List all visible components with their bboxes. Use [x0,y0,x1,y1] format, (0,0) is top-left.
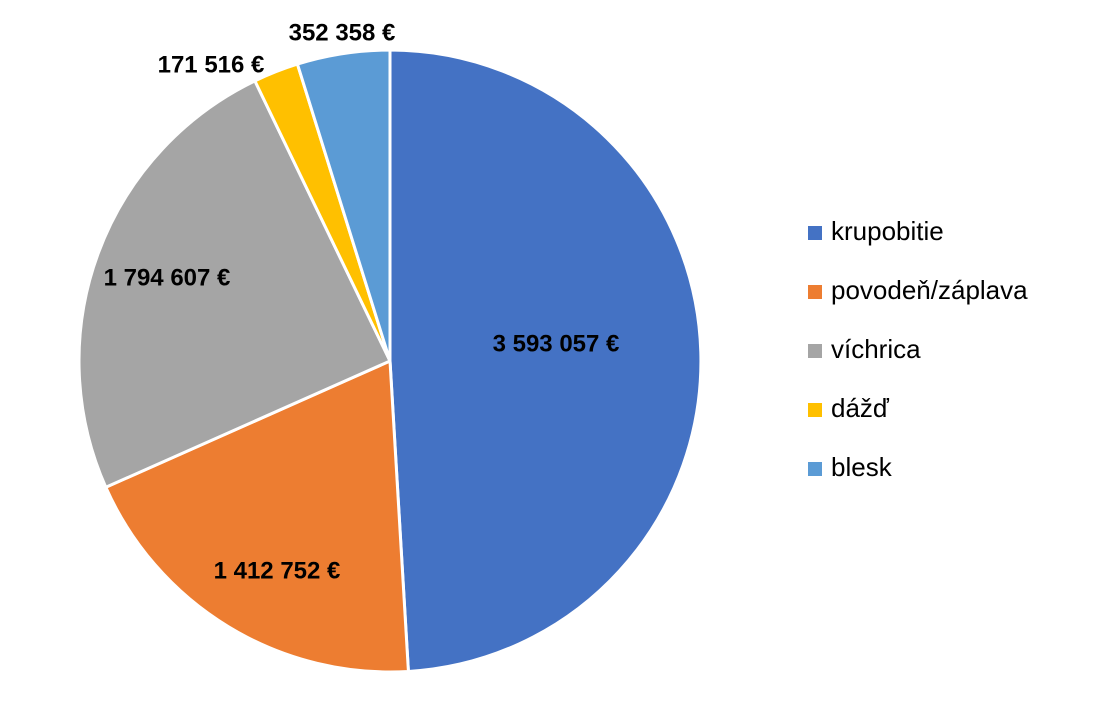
legend-swatch-5 [808,462,822,476]
legend-swatch-1 [808,226,822,240]
pie-slice-3 [77,79,392,489]
data-label-5: 352 358 € [289,19,396,46]
pie-slice-5 [295,48,392,363]
legend-swatch-4 [808,403,822,417]
legend-label-4: dážď [831,393,890,423]
data-label-3: 1 794 607 € [104,264,231,291]
legend-swatch-2 [808,285,822,299]
legend-label-3: víchrica [831,334,921,364]
data-label-2: 1 412 752 € [214,557,341,584]
legend-label-5: blesk [831,452,893,482]
pie-slice-2 [104,359,410,674]
pie-data-labels: 3 593 057 € 1 412 752 € 1 794 607 € 171 516… [104,19,620,584]
legend: krupobitie povodeň/záplava víchrica dážď ble… [808,216,1028,482]
data-label-1: 3 593 057 € [493,330,620,357]
pie-slices [77,48,703,674]
legend-swatch-3 [808,344,822,358]
legend-label-2: povodeň/záplava [831,275,1028,305]
data-label-4: 171 516 € [158,51,265,78]
legend-label-1: krupobitie [831,216,944,246]
pie-slice-1 [388,48,703,673]
